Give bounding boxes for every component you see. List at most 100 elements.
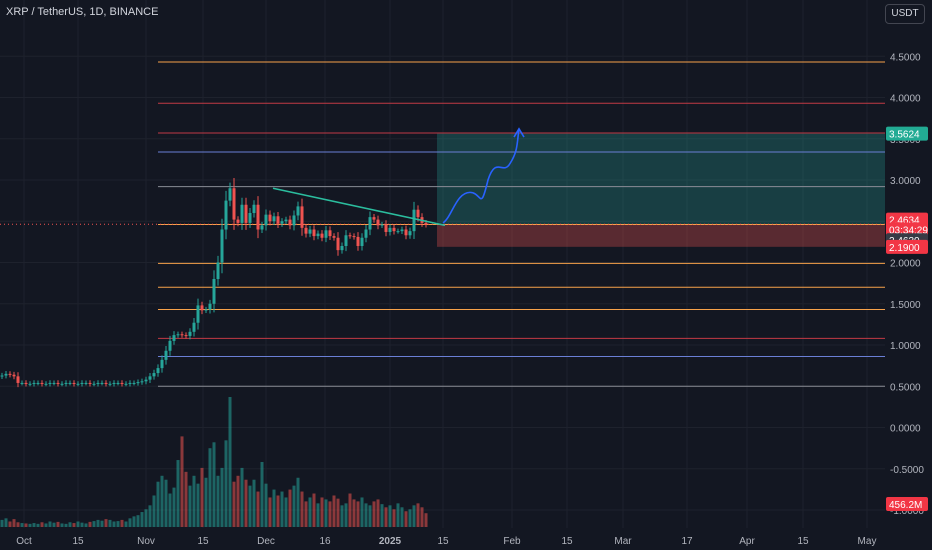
volume-bar — [232, 481, 236, 527]
volume-bar — [140, 512, 144, 527]
loss-zone — [437, 224, 885, 247]
y-tick-label: 1.0000 — [890, 341, 921, 352]
x-tick-label: Nov — [137, 536, 155, 547]
candle-body — [20, 382, 24, 384]
trend-line — [272, 187, 446, 227]
candle-body — [48, 382, 52, 384]
volume-bar — [408, 509, 412, 527]
volume-bar — [160, 475, 164, 527]
volume-bar — [20, 523, 24, 527]
candle-body — [252, 204, 256, 213]
candle-body — [112, 382, 116, 384]
candle-body — [104, 382, 108, 384]
volume-bar — [320, 497, 324, 527]
volume-bar — [72, 523, 76, 527]
volume-bar — [344, 503, 348, 527]
volume-bar — [272, 489, 276, 527]
candle-body — [92, 383, 96, 385]
volume-bar — [300, 491, 304, 527]
volume-bar — [80, 522, 84, 527]
volume-bar — [296, 477, 300, 527]
volume-bar — [424, 513, 428, 527]
candle-body — [376, 219, 380, 226]
candle-body — [32, 382, 36, 384]
candle-body — [16, 376, 20, 383]
candle-body — [320, 233, 324, 238]
candle-body — [188, 331, 192, 336]
volume-bar — [244, 479, 248, 527]
candle-body — [192, 322, 196, 332]
candle-body — [396, 231, 400, 233]
candle-body — [156, 368, 160, 374]
currency-button[interactable]: USDT — [885, 4, 925, 24]
volume-bar — [176, 460, 180, 527]
volume-bar — [388, 505, 392, 527]
candle-body — [84, 382, 88, 384]
x-tick-label: Mar — [614, 536, 632, 547]
x-tick-label: 15 — [72, 536, 84, 547]
volume-bar — [416, 503, 420, 527]
candle-body — [276, 216, 280, 224]
volume-bar — [144, 509, 148, 527]
candle-body — [288, 219, 292, 226]
candle-body — [204, 309, 208, 311]
volume-bar — [224, 440, 228, 527]
price-label-box — [886, 222, 928, 237]
candle-body — [124, 383, 128, 385]
candle-body — [176, 334, 180, 336]
x-tick-label: 17 — [681, 536, 693, 547]
volume-bar — [24, 523, 28, 527]
candle-body — [160, 359, 164, 369]
candle-body — [324, 230, 328, 238]
candle-body — [220, 229, 224, 263]
candle-body — [236, 219, 240, 223]
volume-bar — [236, 475, 240, 527]
price-label-text: 3.5624 — [889, 130, 920, 141]
volume-bar — [228, 397, 232, 527]
candle-body — [100, 382, 104, 384]
candle-body — [224, 200, 228, 230]
volume-bar — [196, 483, 200, 527]
volume-bar — [48, 521, 52, 527]
x-tick-label: May — [858, 536, 877, 547]
candle-body — [232, 188, 236, 220]
volume-bar — [104, 519, 108, 527]
volume-bar — [132, 516, 136, 527]
volume-bar — [380, 504, 384, 527]
candle-body — [40, 382, 44, 384]
volume-bar — [288, 489, 292, 527]
volume-bar — [336, 498, 340, 527]
volume-bar — [220, 467, 224, 527]
candle-body — [116, 382, 120, 384]
candle-body — [56, 382, 60, 384]
candle-body — [72, 382, 76, 384]
volume-bar — [44, 523, 48, 527]
profit-zone — [437, 133, 885, 225]
candle-body — [280, 221, 284, 224]
candle-body — [312, 229, 316, 237]
candle-body — [144, 379, 148, 382]
volume-bar — [264, 483, 268, 527]
volume-bar — [8, 521, 12, 527]
volume-bar — [84, 523, 88, 527]
y-tick-label: 0.5000 — [890, 382, 921, 393]
candle-body — [352, 236, 356, 238]
symbol-title: XRP / TetherUS, 1D, BINANCE — [6, 6, 159, 18]
volume-bar — [364, 503, 368, 527]
volume-bar — [384, 507, 388, 527]
candle-body — [12, 374, 16, 377]
volume-bar — [216, 475, 220, 527]
candle-body — [216, 262, 220, 279]
candle-body — [256, 204, 260, 230]
candle-body — [328, 230, 332, 237]
volume-bar — [396, 503, 400, 527]
candle-body — [360, 237, 364, 246]
candle-body — [296, 206, 300, 216]
volume-bar — [412, 505, 416, 527]
y-tick-label: 1.5000 — [890, 300, 921, 311]
candle-body — [332, 236, 336, 238]
candle-body — [292, 215, 296, 226]
price-label-box — [886, 126, 928, 141]
volume-bar — [52, 522, 56, 527]
